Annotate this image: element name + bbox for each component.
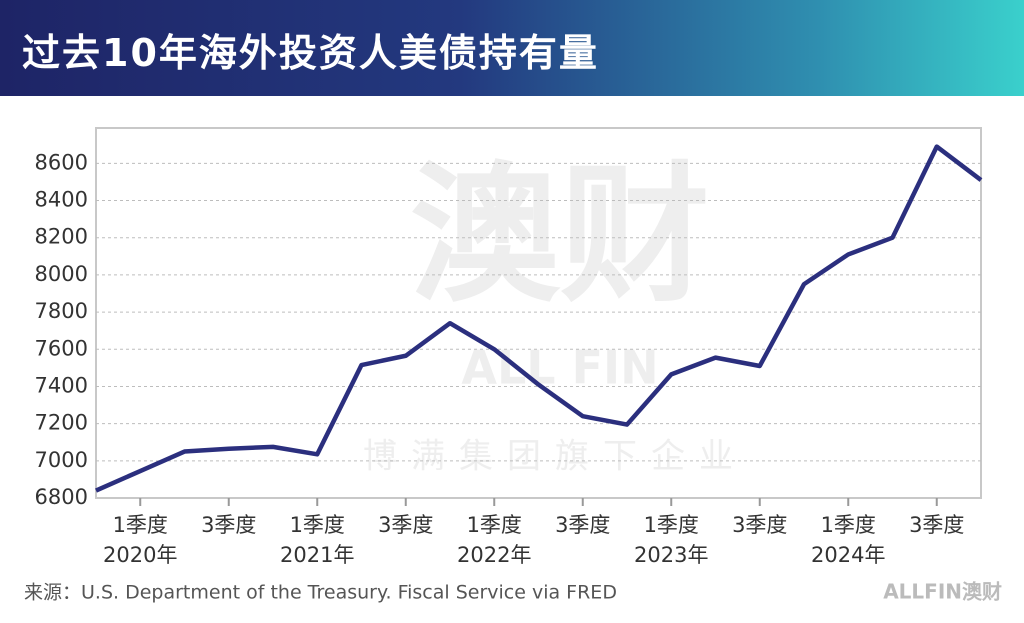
y-tick-label: 8200 (35, 225, 88, 249)
watermark: 澳财 (410, 149, 710, 323)
x-tick-label: 3季度 (201, 513, 256, 537)
chart-title: 过去10年海外投资人美债持有量 (22, 31, 599, 75)
x-tick-label: 1季度 (467, 513, 522, 537)
x-group-label: 2020年 (103, 543, 177, 567)
x-tick-label: 1季度 (290, 513, 345, 537)
y-tick-label: 7200 (35, 411, 88, 435)
x-tick-label: 1季度 (113, 513, 168, 537)
y-tick-label: 7600 (35, 336, 88, 360)
x-group-label: 2024年 (811, 543, 885, 567)
plot-frame (95, 127, 982, 499)
y-tick-label: 7400 (35, 373, 88, 397)
y-tick-label: 7800 (35, 299, 88, 323)
y-tick-label: 8000 (35, 262, 88, 286)
x-tick-label: 3季度 (732, 513, 787, 537)
logo: ALLFIN澳财 (883, 580, 1002, 604)
y-tick-label: 8600 (35, 150, 88, 174)
x-tick-label: 1季度 (644, 513, 699, 537)
y-tick-label: 7000 (35, 448, 88, 472)
chart: 澳财 ALL FIN 博满集团旗下企业 来源：U.S. Department o… (24, 127, 1002, 604)
data-line (95, 144, 983, 493)
x-group-label: 2022年 (457, 543, 531, 567)
watermark: 博满集团旗下企业 (363, 437, 747, 477)
header-banner: 过去10年海外投资人美债持有量 (0, 0, 1024, 96)
x-tick-label: 3季度 (378, 513, 433, 537)
y-tick-label: 6800 (35, 485, 88, 509)
x-group-label: 2023年 (634, 543, 708, 567)
source: 来源：U.S. Department of the Treasury. Fisc… (24, 582, 617, 604)
x-tick-label: 3季度 (909, 513, 964, 537)
x-tick-label: 3季度 (555, 513, 610, 537)
x-group-label: 2021年 (280, 543, 354, 567)
x-tick-label: 1季度 (821, 513, 876, 537)
y-tick-label: 8400 (35, 188, 88, 212)
